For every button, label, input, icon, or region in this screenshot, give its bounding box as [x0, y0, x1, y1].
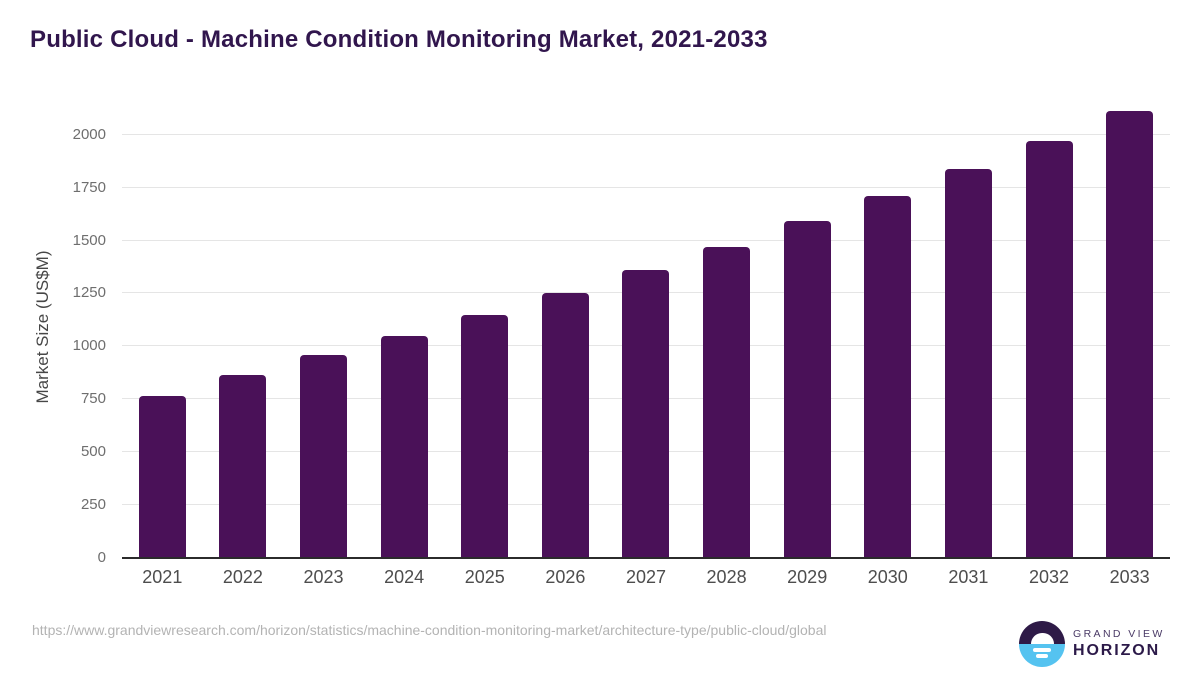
x-tick-label-2029: 2029	[787, 567, 828, 587]
bar-slot-2024	[364, 100, 445, 558]
x-tick-label-2030: 2030	[867, 567, 908, 587]
logo: GRAND VIEW HORIZON	[1019, 621, 1165, 667]
bar-2022	[219, 374, 267, 558]
logo-sun-dome	[1030, 632, 1054, 644]
x-tick-label-2023: 2023	[303, 567, 344, 587]
bar-2032	[1025, 141, 1073, 558]
y-tick-label-1500: 1500	[72, 231, 106, 249]
bar-slot-2021	[122, 100, 203, 558]
bar-slot-2028	[686, 100, 767, 558]
bars-row	[122, 100, 1170, 558]
bar-slot-2025	[444, 100, 525, 558]
logo-brand-line: GRAND VIEW	[1073, 628, 1165, 640]
bar-slot-2027	[606, 100, 687, 558]
x-tick-label-2025: 2025	[464, 567, 505, 587]
y-axis-labels: 0 250 500 750 1000 1250 1500 1750 2000	[0, 100, 106, 566]
y-tick-label-250: 250	[80, 496, 106, 514]
bar-slot-2030	[847, 100, 928, 558]
bar-2023	[300, 354, 348, 558]
y-tick-label-750: 750	[80, 390, 106, 408]
x-tick-label-2026: 2026	[545, 567, 586, 587]
bar-2029	[783, 221, 831, 558]
y-tick-label-2000: 2000	[72, 125, 106, 143]
y-tick-label-500: 500	[80, 443, 106, 461]
y-tick-label-1250: 1250	[72, 284, 106, 302]
logo-text: GRAND VIEW HORIZON	[1073, 628, 1165, 660]
logo-product-line: HORIZON	[1073, 642, 1161, 659]
bar-slot-2032	[1009, 100, 1090, 558]
horizon-sun-icon	[1019, 621, 1065, 667]
plot-area	[122, 100, 1170, 559]
bar-slot-2023	[283, 100, 364, 558]
bar-slot-2033	[1089, 100, 1170, 558]
gridline-1750	[122, 186, 1170, 188]
chart-title: Public Cloud - Machine Condition Monitor…	[30, 26, 768, 53]
gridline-2000	[122, 133, 1170, 135]
y-tick-label-1000: 1000	[72, 337, 106, 355]
x-tick-label-2027: 2027	[625, 567, 666, 587]
x-tick-label-2024: 2024	[384, 567, 425, 587]
bar-slot-2026	[525, 100, 606, 558]
bar-slot-2031	[928, 100, 1009, 558]
bar-2026	[541, 293, 589, 558]
source-url: https://www.grandviewresearch.com/horizo…	[32, 622, 827, 638]
logo-reflection-line-1	[1033, 648, 1051, 652]
x-tick-label-2031: 2031	[948, 567, 989, 587]
x-tick-label-2032: 2032	[1028, 567, 1070, 587]
gridline-1500	[122, 239, 1170, 241]
bar-2031	[944, 168, 992, 558]
x-tick-label-2022: 2022	[222, 567, 263, 587]
bar-2028	[703, 246, 751, 558]
x-tick-label-2033: 2033	[1109, 567, 1150, 587]
bar-2025	[461, 314, 509, 558]
x-axis-line	[122, 557, 1170, 559]
bar-slot-2022	[203, 100, 284, 558]
bar-2033	[1106, 111, 1154, 558]
bar-2030	[864, 196, 912, 558]
y-tick-label-1750: 1750	[72, 178, 106, 196]
bar-2027	[622, 270, 670, 558]
x-axis-labels: 2021 2022 2023 2024 2025 2026 2027 2028 2029 2030…	[122, 567, 1170, 588]
bar-2021	[138, 396, 186, 558]
bar-2024	[380, 335, 428, 558]
x-tick-label-2028: 2028	[706, 567, 747, 587]
bar-slot-2029	[767, 100, 848, 558]
x-tick-label-2021: 2021	[142, 567, 183, 587]
logo-reflection-line-2	[1036, 654, 1048, 658]
y-tick-label-0: 0	[97, 549, 106, 566]
